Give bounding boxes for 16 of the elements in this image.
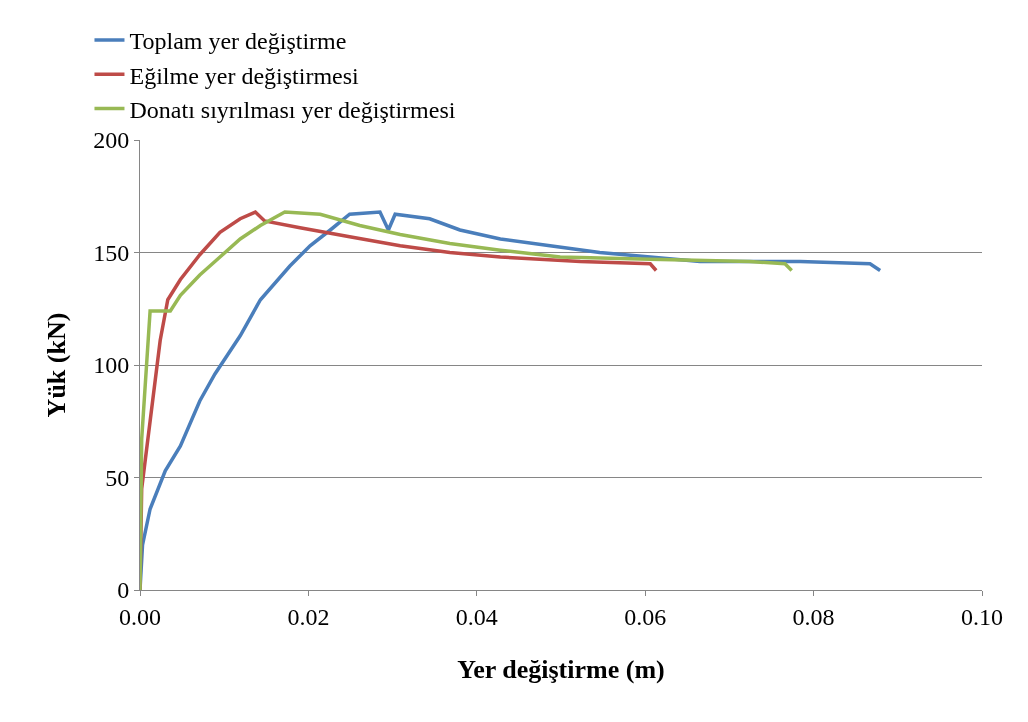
y-tick-label: 0 xyxy=(117,577,130,604)
x-tick-label: 0.08 xyxy=(792,603,835,630)
x-tick-label: 0.02 xyxy=(287,603,330,630)
x-tick-label: 0.04 xyxy=(455,603,498,630)
x-tick-label: 0.00 xyxy=(119,603,161,630)
legend-label: Toplam yer değiştirme xyxy=(129,28,347,55)
y-tick-label: 200 xyxy=(93,127,130,154)
x-axis-title: Yer değiştirme (m) xyxy=(457,655,665,684)
y-tick-label: 100 xyxy=(93,352,130,379)
x-tick-label: 0.06 xyxy=(624,603,667,630)
x-tick-label: 0.10 xyxy=(961,603,1003,630)
y-axis-title: Yük (kN) xyxy=(41,312,71,418)
legend-label: Eğilme yer değiştirmesi xyxy=(129,62,360,89)
y-tick-label: 50 xyxy=(105,464,130,491)
legend-label: Donatı sıyrılması yer değiştirmesi xyxy=(129,96,456,123)
y-tick-label: 150 xyxy=(93,239,130,266)
